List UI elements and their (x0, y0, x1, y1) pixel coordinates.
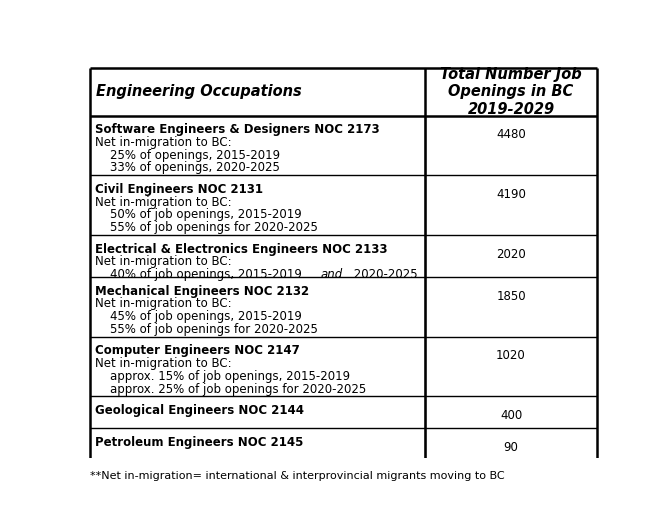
Text: Civil Engineers NOC 2131: Civil Engineers NOC 2131 (95, 183, 263, 196)
Text: 4480: 4480 (496, 128, 526, 142)
Text: 1020: 1020 (496, 350, 526, 363)
Text: 1850: 1850 (496, 290, 526, 303)
Text: Net in-migration to BC:: Net in-migration to BC: (95, 297, 231, 311)
Text: 55% of job openings for 2020-2025: 55% of job openings for 2020-2025 (95, 221, 318, 234)
Text: 33% of openings, 2020-2025: 33% of openings, 2020-2025 (95, 161, 280, 175)
Text: **Net in-migration= international & interprovincial migrants moving to BC: **Net in-migration= international & inte… (90, 471, 505, 481)
Text: Net in-migration to BC:: Net in-migration to BC: (95, 136, 231, 149)
Text: Net in-migration to BC:: Net in-migration to BC: (95, 357, 231, 370)
Text: 400: 400 (500, 409, 522, 422)
Text: 50% of job openings, 2015-2019: 50% of job openings, 2015-2019 (95, 209, 302, 221)
Text: Petroleum Engineers NOC 2145: Petroleum Engineers NOC 2145 (95, 436, 303, 449)
Text: Computer Engineers NOC 2147: Computer Engineers NOC 2147 (95, 345, 300, 357)
Text: Engineering Occupations: Engineering Occupations (96, 84, 302, 99)
Text: and: and (321, 268, 343, 281)
Text: 2020: 2020 (496, 248, 526, 261)
Text: 25% of openings, 2015-2019: 25% of openings, 2015-2019 (95, 149, 280, 162)
Text: 90: 90 (503, 441, 519, 454)
Text: approx. 25% of job openings for 2020-2025: approx. 25% of job openings for 2020-202… (95, 383, 366, 396)
Text: 2020-2025: 2020-2025 (350, 268, 417, 281)
Text: 40% of job openings, 2015-2019: 40% of job openings, 2015-2019 (95, 268, 306, 281)
Text: Geological Engineers NOC 2144: Geological Engineers NOC 2144 (95, 404, 304, 417)
Text: 4190: 4190 (496, 188, 526, 201)
Text: Net in-migration to BC:: Net in-migration to BC: (95, 196, 231, 209)
Text: Electrical & Electronics Engineers NOC 2133: Electrical & Electronics Engineers NOC 2… (95, 243, 387, 256)
Text: Software Engineers & Designers NOC 2173: Software Engineers & Designers NOC 2173 (95, 123, 380, 136)
Text: 45% of job openings, 2015-2019: 45% of job openings, 2015-2019 (95, 310, 302, 323)
Text: approx. 15% of job openings, 2015-2019: approx. 15% of job openings, 2015-2019 (95, 370, 350, 383)
Text: Mechanical Engineers NOC 2132: Mechanical Engineers NOC 2132 (95, 285, 309, 298)
Text: Net in-migration to BC:: Net in-migration to BC: (95, 255, 231, 268)
Text: 55% of job openings for 2020-2025: 55% of job openings for 2020-2025 (95, 323, 318, 336)
Text: Total Number Job
Openings in BC
2019-2029: Total Number Job Openings in BC 2019-202… (440, 67, 582, 117)
